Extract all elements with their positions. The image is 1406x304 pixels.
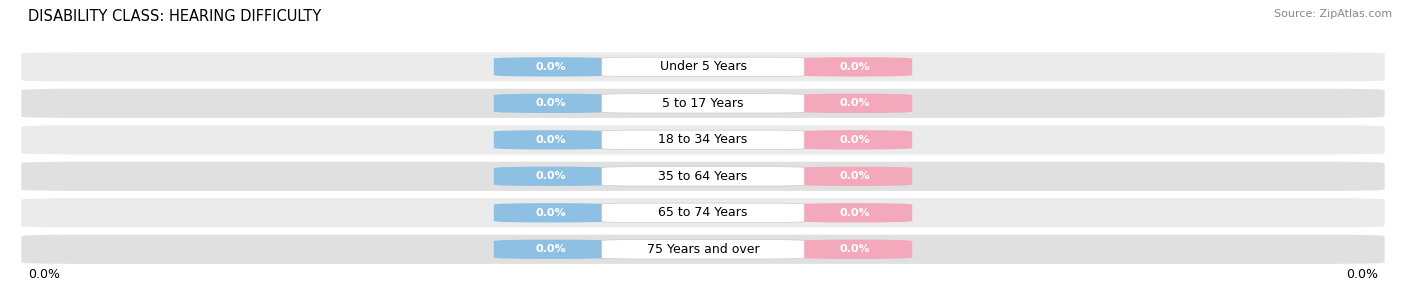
Text: Source: ZipAtlas.com: Source: ZipAtlas.com (1274, 9, 1392, 19)
FancyBboxPatch shape (21, 235, 1385, 264)
Text: Under 5 Years: Under 5 Years (659, 60, 747, 73)
FancyBboxPatch shape (494, 240, 609, 259)
FancyBboxPatch shape (21, 125, 1385, 154)
FancyBboxPatch shape (21, 162, 1385, 191)
FancyBboxPatch shape (21, 52, 1385, 81)
Text: 0.0%: 0.0% (536, 208, 567, 218)
Text: 0.0%: 0.0% (839, 171, 870, 181)
Text: 0.0%: 0.0% (536, 62, 567, 72)
Text: 0.0%: 0.0% (839, 98, 870, 108)
Text: 0.0%: 0.0% (1346, 268, 1378, 281)
Text: 65 to 74 Years: 65 to 74 Years (658, 206, 748, 219)
Text: 0.0%: 0.0% (839, 62, 870, 72)
FancyBboxPatch shape (494, 130, 609, 150)
FancyBboxPatch shape (797, 167, 912, 186)
FancyBboxPatch shape (602, 130, 804, 150)
Text: 0.0%: 0.0% (28, 268, 60, 281)
Text: 0.0%: 0.0% (839, 244, 870, 254)
FancyBboxPatch shape (797, 94, 912, 113)
FancyBboxPatch shape (494, 94, 609, 113)
FancyBboxPatch shape (797, 57, 912, 77)
Text: 0.0%: 0.0% (536, 135, 567, 145)
FancyBboxPatch shape (602, 94, 804, 113)
Text: 75 Years and over: 75 Years and over (647, 243, 759, 256)
FancyBboxPatch shape (797, 240, 912, 259)
FancyBboxPatch shape (21, 198, 1385, 227)
Text: DISABILITY CLASS: HEARING DIFFICULTY: DISABILITY CLASS: HEARING DIFFICULTY (28, 9, 322, 24)
FancyBboxPatch shape (494, 167, 609, 186)
FancyBboxPatch shape (494, 203, 609, 223)
Text: 0.0%: 0.0% (536, 98, 567, 108)
FancyBboxPatch shape (494, 57, 609, 77)
FancyBboxPatch shape (602, 240, 804, 259)
FancyBboxPatch shape (602, 57, 804, 77)
FancyBboxPatch shape (602, 167, 804, 186)
Text: 0.0%: 0.0% (536, 171, 567, 181)
Text: 0.0%: 0.0% (536, 244, 567, 254)
Text: 18 to 34 Years: 18 to 34 Years (658, 133, 748, 146)
FancyBboxPatch shape (797, 130, 912, 150)
FancyBboxPatch shape (602, 203, 804, 223)
Text: 5 to 17 Years: 5 to 17 Years (662, 97, 744, 110)
Text: 35 to 64 Years: 35 to 64 Years (658, 170, 748, 183)
Text: 0.0%: 0.0% (839, 135, 870, 145)
Text: 0.0%: 0.0% (839, 208, 870, 218)
FancyBboxPatch shape (797, 203, 912, 223)
FancyBboxPatch shape (21, 89, 1385, 118)
